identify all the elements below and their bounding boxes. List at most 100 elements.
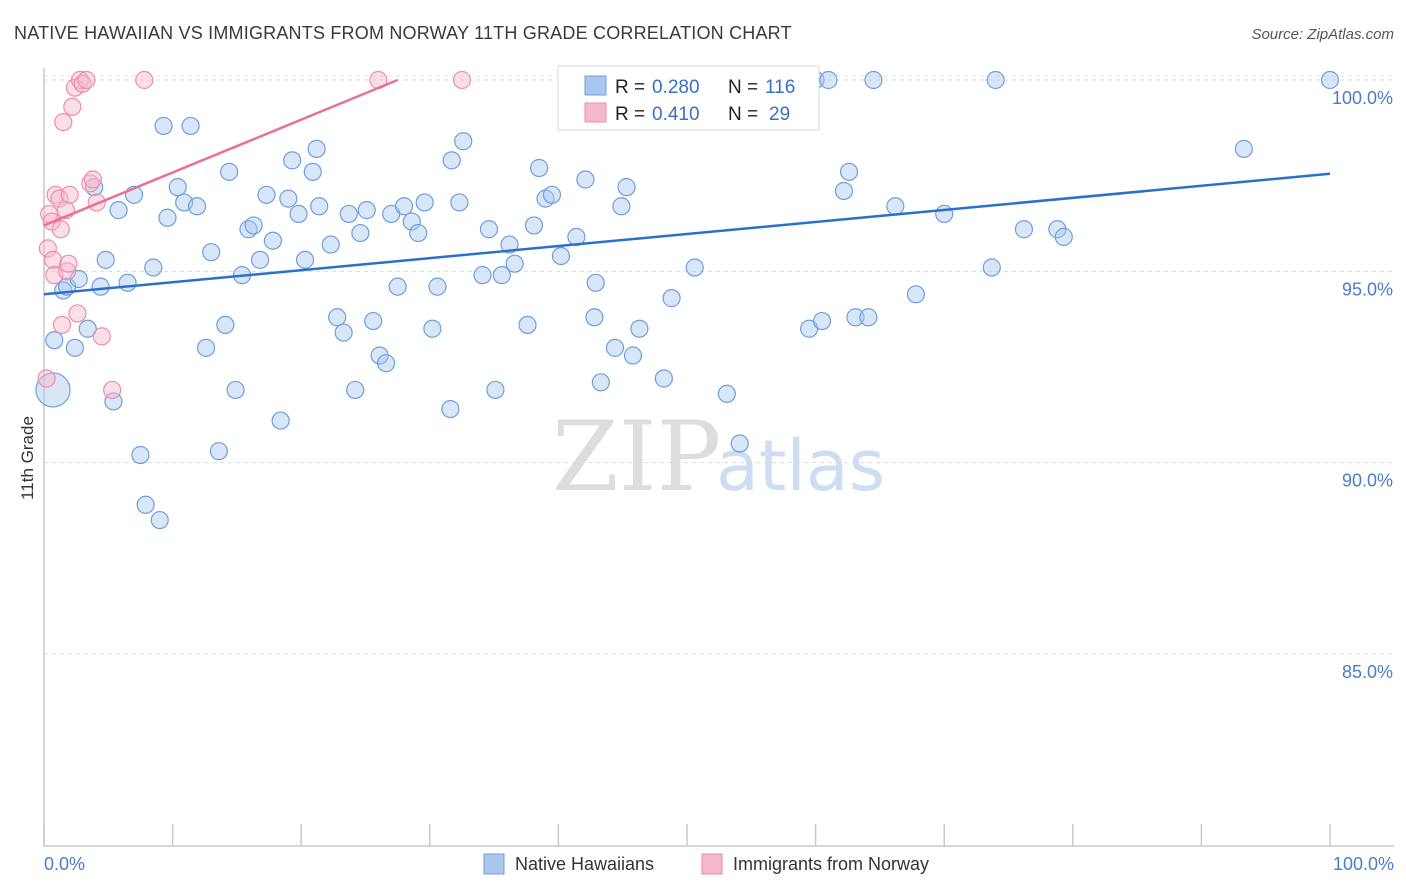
point-native-hawaiian-23: [187, 197, 207, 216]
point-native-hawaiian-67: [479, 220, 499, 239]
point-native-hawaiian-33: [250, 250, 270, 269]
point-native-hawaiian-100: [906, 285, 926, 304]
point-norway-13: [59, 254, 78, 273]
point-native-hawaiian-37: [279, 189, 298, 208]
point-norway-1: [38, 239, 57, 258]
point-norway-15: [63, 97, 82, 116]
point-native-hawaiian-40: [295, 250, 315, 269]
point-norway-7: [50, 189, 69, 208]
point-native-hawaiian-61: [428, 277, 447, 296]
point-native-hawaiian-58: [409, 223, 428, 243]
point-native-hawaiian-101: [935, 204, 954, 224]
y-tick-label-90: 90.0%: [1342, 471, 1393, 491]
point-native-hawaiian-105: [1054, 227, 1073, 246]
stats-n-label-1: N =: [728, 77, 758, 98]
point-native-hawaiian-72: [518, 315, 537, 335]
point-norway-24: [92, 327, 111, 346]
point-native-hawaiian-99: [886, 197, 905, 216]
point-native-hawaiian-35: [263, 231, 283, 250]
point-native-hawaiian-28: [220, 162, 239, 181]
point-native-hawaiian-12: [118, 273, 137, 292]
point-native-hawaiian-16: [144, 258, 163, 277]
point-native-hawaiian-43: [310, 197, 329, 216]
stats-n-value-2: 29: [769, 104, 790, 125]
y-tick-label-100: 100.0%: [1332, 88, 1393, 108]
point-native-hawaiian-20: [168, 178, 187, 197]
point-native-hawaiian-94: [812, 311, 832, 331]
point-native-hawaiian-76: [542, 185, 562, 204]
point-native-hawaiian-46: [334, 323, 353, 342]
point-native-hawaiian-14: [131, 445, 150, 465]
legend-swatch-native-hawaiians: [483, 853, 505, 875]
point-native-hawaiian-73: [524, 216, 544, 235]
point-native-hawaiian-102: [982, 258, 1001, 277]
point-native-hawaiian-69: [492, 266, 511, 285]
point-native-hawaiian-98: [859, 308, 878, 327]
stats-swatch-pink: [584, 102, 607, 123]
x-axis-ticks: [43, 824, 1331, 846]
point-native-hawaiian-39: [289, 204, 308, 224]
point-native-hawaiian-81: [586, 273, 605, 292]
point-native-hawaiian-64: [450, 193, 469, 212]
point-native-hawaiian-88: [654, 369, 673, 388]
point-native-hawaiian-90: [685, 258, 704, 277]
gridlines: [44, 75, 1394, 655]
point-norway-22: [83, 170, 102, 189]
point-native-hawaiian-45: [328, 308, 347, 327]
point-native-hawaiian-10: [104, 392, 123, 411]
watermark-zip: ZIP: [552, 401, 721, 513]
watermark-atlas: atlas: [716, 425, 885, 507]
point-native-hawaiian-79: [576, 170, 595, 189]
point-native-hawaiian-59: [415, 193, 434, 212]
legend: Native Hawaiians Immigrants from Norway: [483, 853, 929, 875]
point-native-hawaiian-113: [864, 70, 883, 90]
scatter-points: [35, 70, 1340, 530]
legend-swatch-immigrants-norway: [701, 853, 723, 875]
stats-r-value-2: 0.410: [652, 104, 700, 125]
stats-r-label-1: R =: [615, 77, 645, 98]
point-native-hawaiian-114: [986, 70, 1005, 90]
point-native-hawaiian-41: [303, 162, 322, 181]
point-native-hawaiian-57: [402, 212, 421, 231]
point-native-hawaiian-71: [505, 254, 524, 273]
point-norway-26: [135, 70, 154, 90]
point-norway-17: [68, 304, 87, 323]
point-native-hawaiian-115: [1320, 70, 1340, 90]
point-native-hawaiian-18: [154, 116, 173, 136]
point-norway-10: [54, 112, 73, 132]
point-norway-9: [52, 315, 72, 335]
x-tick-label-max: 100.0%: [1333, 854, 1394, 874]
point-native-hawaiian-86: [623, 346, 643, 365]
point-norway-0: [37, 369, 56, 388]
point-native-hawaiian-68: [486, 380, 505, 400]
stats-r-value-1: 0.280: [652, 77, 700, 98]
point-native-hawaiian-47: [339, 204, 358, 224]
chart-source: Source: ZipAtlas.com: [1251, 26, 1394, 43]
point-native-hawaiian-32: [244, 216, 263, 235]
point-native-hawaiian-51: [364, 311, 383, 331]
legend-label-immigrants-norway: Immigrants from Norway: [733, 854, 929, 874]
point-native-hawaiian-84: [612, 197, 631, 216]
point-norway-14: [60, 185, 79, 204]
point-native-hawaiian-25: [202, 243, 221, 262]
point-native-hawaiian-95: [834, 181, 853, 201]
point-native-hawaiian-15: [136, 495, 155, 514]
stats-n-label-2: N =: [728, 104, 758, 125]
point-native-hawaiian-4: [65, 338, 84, 357]
point-native-hawaiian-66: [473, 266, 492, 285]
point-native-hawaiian-96: [839, 162, 859, 181]
point-native-hawaiian-74: [530, 158, 549, 178]
point-native-hawaiian-27: [216, 315, 235, 335]
point-native-hawaiian-70: [500, 235, 519, 254]
point-native-hawaiian-82: [591, 373, 610, 392]
point-native-hawaiian-63: [442, 151, 461, 170]
point-native-hawaiian-49: [351, 223, 370, 243]
point-native-hawaiian-55: [388, 277, 407, 296]
point-native-hawaiian-62: [441, 399, 460, 419]
point-native-hawaiian-6: [78, 319, 97, 338]
point-native-hawaiian-44: [321, 235, 340, 254]
point-norway-4: [43, 250, 63, 269]
point-native-hawaiian-91: [717, 384, 736, 403]
point-native-hawaiian-11: [109, 201, 128, 220]
stats-box: R = 0.280 N = 116 R = 0.410 N = 29: [557, 65, 820, 131]
